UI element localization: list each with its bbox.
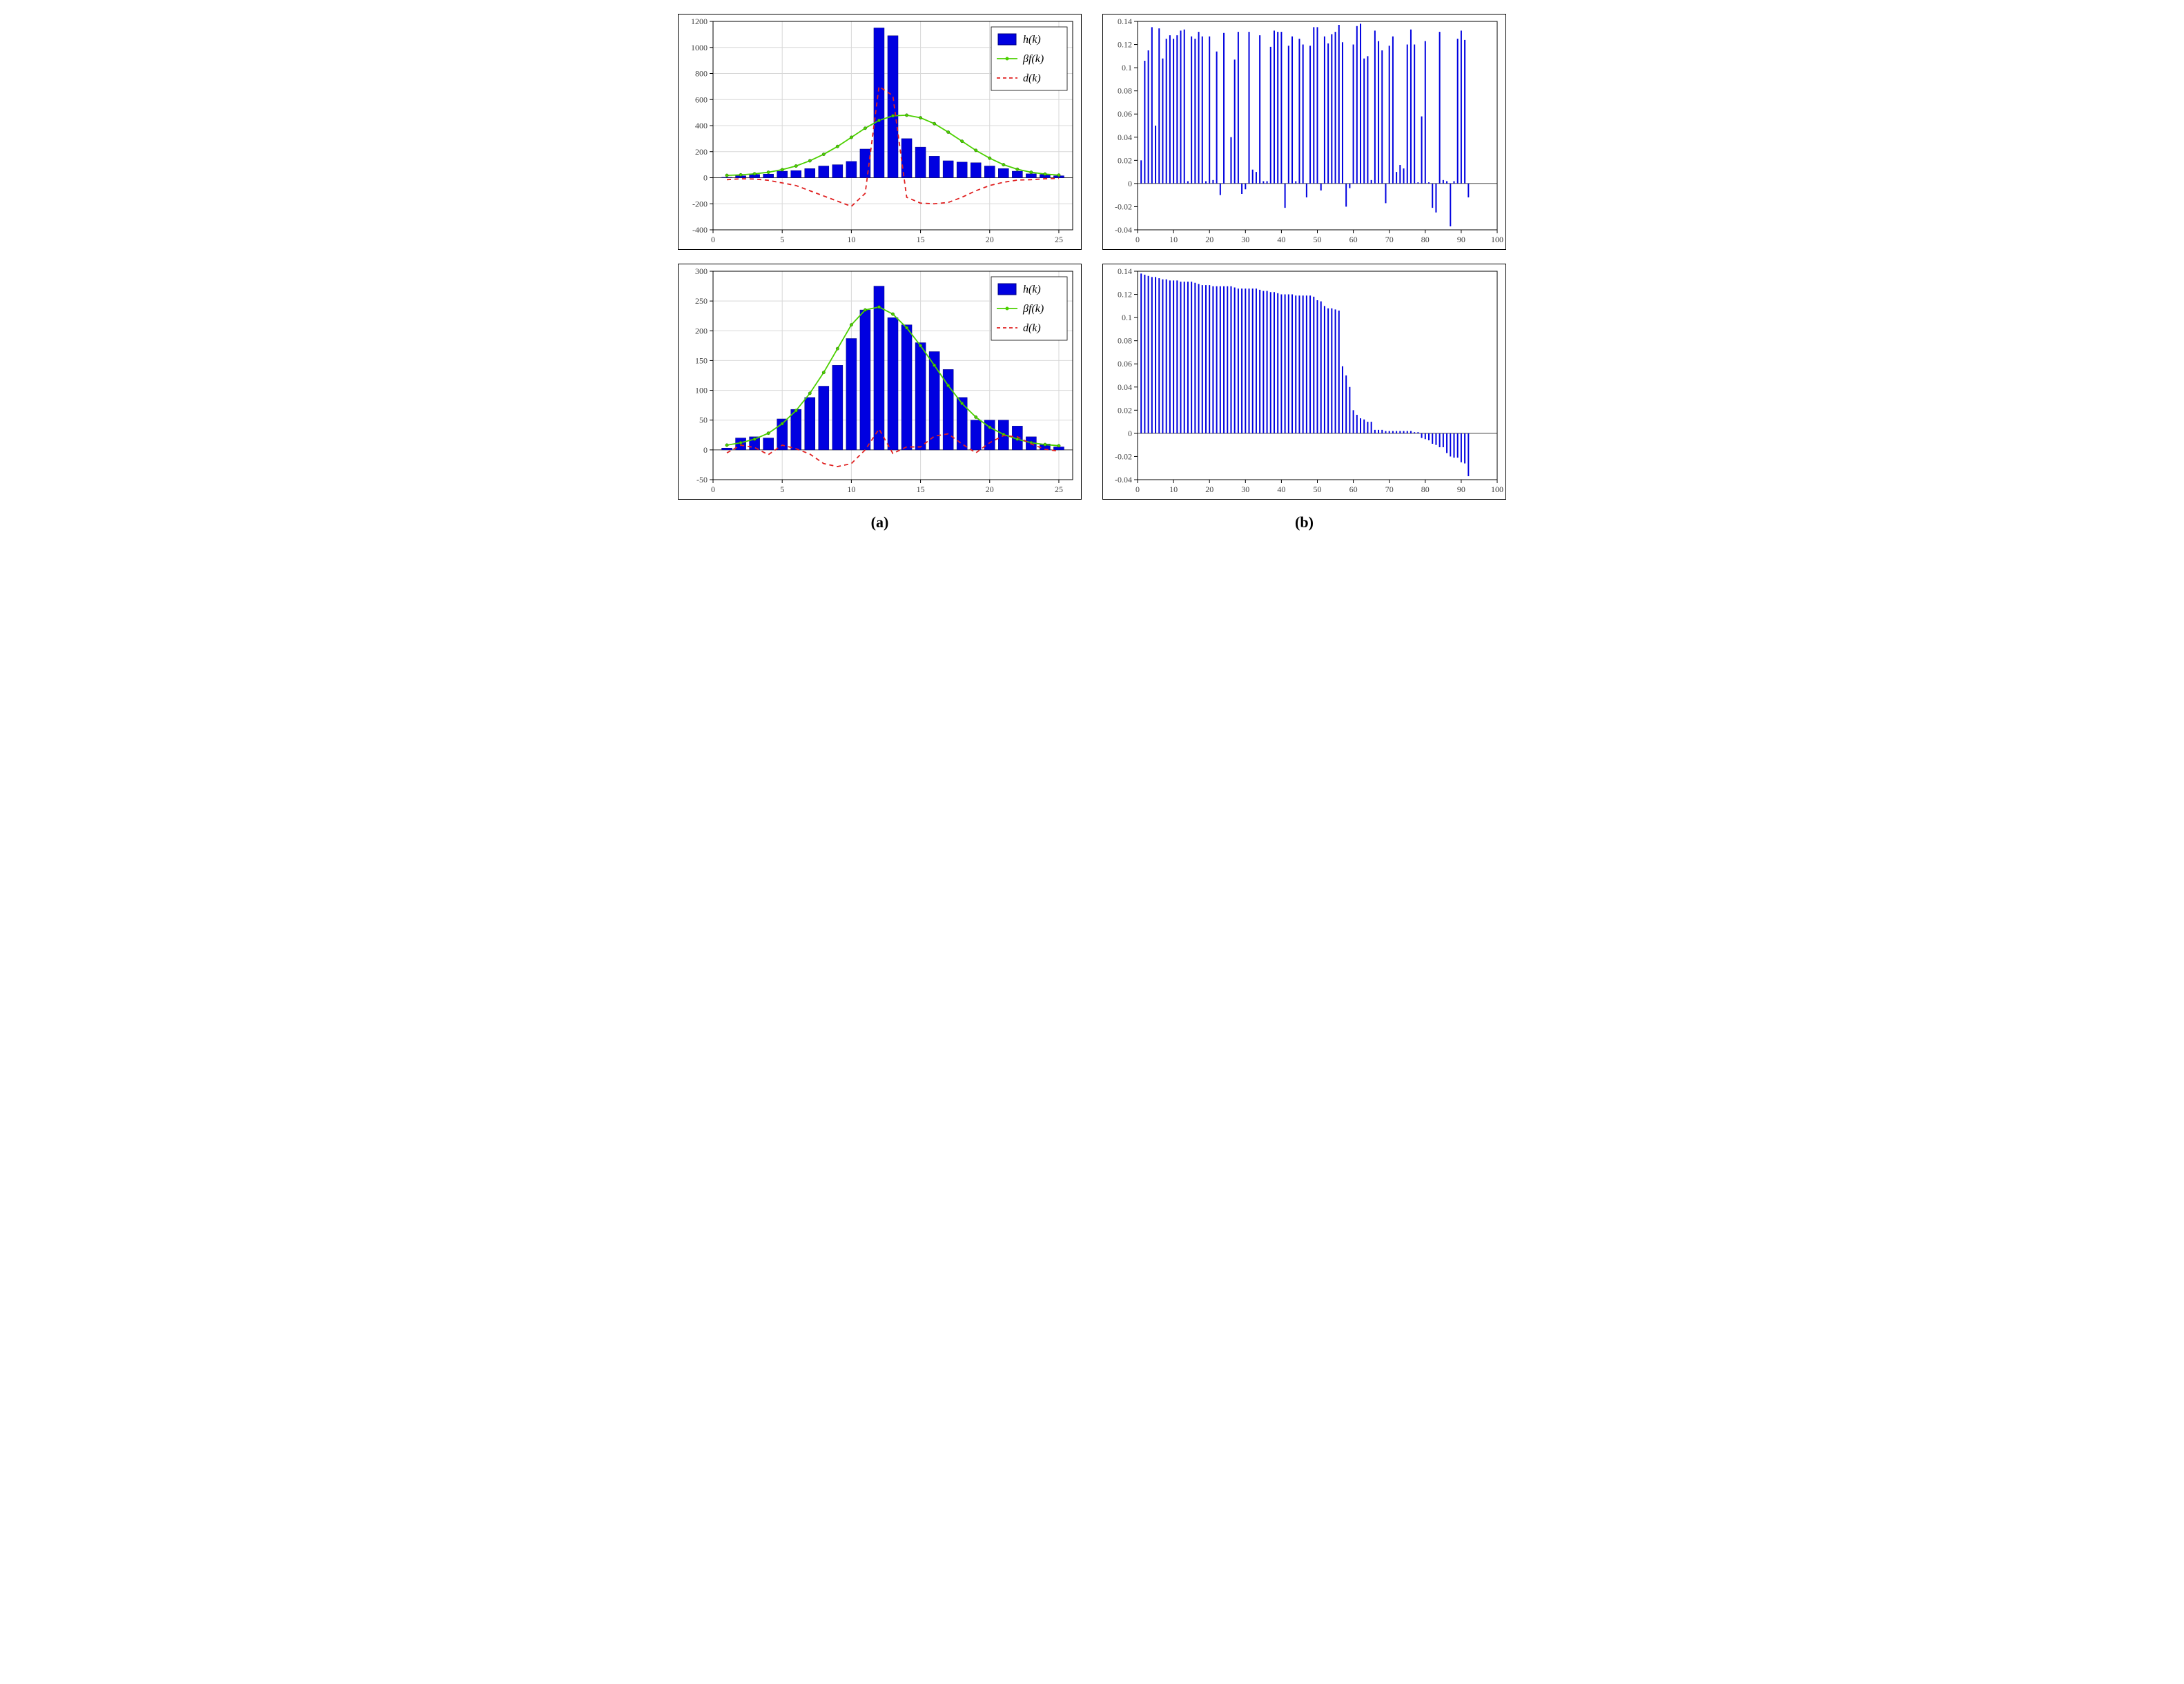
- svg-text:60: 60: [1349, 235, 1358, 244]
- svg-text:d(k): d(k): [1023, 322, 1041, 334]
- svg-text:0.06: 0.06: [1118, 359, 1132, 369]
- panel-a-top: 0 5 10 15 20 25 -400 -200 0 200 400 600 800 1000 1200 h…: [678, 14, 1082, 250]
- svg-text:-0.04: -0.04: [1115, 475, 1132, 484]
- svg-text:90: 90: [1457, 235, 1465, 244]
- svg-text:40: 40: [1277, 484, 1285, 494]
- caption-a: (a): [678, 513, 1082, 531]
- svg-text:20: 20: [986, 235, 994, 244]
- svg-text:0.1: 0.1: [1122, 313, 1132, 322]
- svg-text:h(k): h(k): [1023, 284, 1041, 295]
- svg-text:0.04: 0.04: [1118, 133, 1132, 142]
- svg-text:70: 70: [1385, 235, 1394, 244]
- svg-text:10: 10: [1169, 235, 1178, 244]
- panel-b-bottom: 0 10 20 30 40 50 60 70 80 90 100 -0.04 -0.02 0 0.02 0.0…: [1102, 264, 1506, 500]
- svg-text:20: 20: [986, 484, 994, 494]
- svg-text:0.14: 0.14: [1118, 266, 1132, 276]
- svg-text:60: 60: [1349, 484, 1358, 494]
- svg-text:300: 300: [695, 266, 708, 276]
- svg-text:h(k): h(k): [1023, 34, 1041, 46]
- svg-text:0.06: 0.06: [1118, 109, 1132, 119]
- svg-text:0: 0: [1128, 179, 1132, 188]
- svg-text:0: 0: [711, 235, 715, 244]
- svg-text:800: 800: [695, 69, 708, 79]
- svg-text:0.02: 0.02: [1118, 155, 1132, 165]
- svg-text:-200: -200: [692, 199, 708, 208]
- svg-text:0.1: 0.1: [1122, 63, 1132, 72]
- svg-text:15: 15: [917, 235, 925, 244]
- svg-text:0: 0: [1135, 235, 1140, 244]
- svg-text:50: 50: [699, 415, 708, 425]
- svg-text:25: 25: [1055, 484, 1063, 494]
- panel-a-bottom: 0510152025-50050100150200250300h(k)βf(k)…: [678, 264, 1082, 500]
- svg-text:10: 10: [1169, 484, 1178, 494]
- svg-text:100: 100: [1491, 484, 1503, 494]
- svg-text:200: 200: [695, 147, 708, 157]
- caption-row: (a) (b): [678, 513, 1506, 531]
- svg-text:0.08: 0.08: [1118, 86, 1132, 96]
- svg-text:600: 600: [695, 95, 708, 104]
- svg-text:0: 0: [711, 484, 715, 494]
- svg-text:βf(k): βf(k): [1022, 303, 1044, 315]
- svg-text:0: 0: [703, 173, 708, 183]
- svg-text:0.08: 0.08: [1118, 336, 1132, 346]
- svg-text:20: 20: [1205, 235, 1213, 244]
- svg-text:0.14: 0.14: [1118, 17, 1132, 26]
- svg-text:80: 80: [1421, 484, 1430, 494]
- svg-text:0.12: 0.12: [1118, 290, 1132, 300]
- svg-text:0: 0: [1135, 484, 1140, 494]
- svg-text:20: 20: [1205, 484, 1213, 494]
- svg-text:100: 100: [1491, 235, 1503, 244]
- caption-b: (b): [1102, 513, 1506, 531]
- svg-text:50: 50: [1314, 484, 1322, 494]
- svg-text:10: 10: [847, 484, 855, 494]
- panel-b-top: 0 10 20 30 40 50 60 70 80 90 100 -0.04 -0.02 0 0.02 0.0…: [1102, 14, 1506, 250]
- svg-text:5: 5: [780, 235, 784, 244]
- svg-text:70: 70: [1385, 484, 1394, 494]
- svg-text:0.04: 0.04: [1118, 382, 1132, 392]
- svg-text:250: 250: [695, 296, 708, 306]
- svg-text:30: 30: [1241, 235, 1249, 244]
- svg-text:0: 0: [703, 445, 708, 455]
- svg-text:βf(k): βf(k): [1022, 53, 1044, 65]
- svg-text:5: 5: [780, 484, 784, 494]
- svg-text:1000: 1000: [691, 43, 708, 52]
- svg-text:1200: 1200: [691, 17, 708, 26]
- figure-grid: 0510152025-400-200020040060080010001200h…: [678, 14, 1506, 531]
- svg-text:30: 30: [1241, 484, 1249, 494]
- svg-text:40: 40: [1277, 235, 1285, 244]
- svg-text:50: 50: [1314, 235, 1322, 244]
- svg-text:150: 150: [695, 355, 708, 365]
- svg-text:100: 100: [695, 386, 708, 395]
- svg-text:10: 10: [847, 235, 855, 244]
- svg-text:80: 80: [1421, 235, 1430, 244]
- svg-text:0: 0: [1128, 429, 1132, 438]
- svg-text:-0.02: -0.02: [1115, 451, 1132, 461]
- svg-text:-0.02: -0.02: [1115, 202, 1132, 211]
- svg-text:400: 400: [695, 121, 708, 130]
- svg-text:90: 90: [1457, 484, 1465, 494]
- svg-text:0.12: 0.12: [1118, 40, 1132, 50]
- svg-text:25: 25: [1055, 235, 1063, 244]
- svg-text:15: 15: [917, 484, 925, 494]
- svg-text:d(k): d(k): [1023, 72, 1041, 84]
- svg-text:-400: -400: [692, 225, 708, 235]
- svg-text:-0.04: -0.04: [1115, 225, 1132, 235]
- svg-text:-50: -50: [696, 475, 708, 484]
- svg-text:0.02: 0.02: [1118, 405, 1132, 415]
- svg-text:200: 200: [695, 326, 708, 335]
